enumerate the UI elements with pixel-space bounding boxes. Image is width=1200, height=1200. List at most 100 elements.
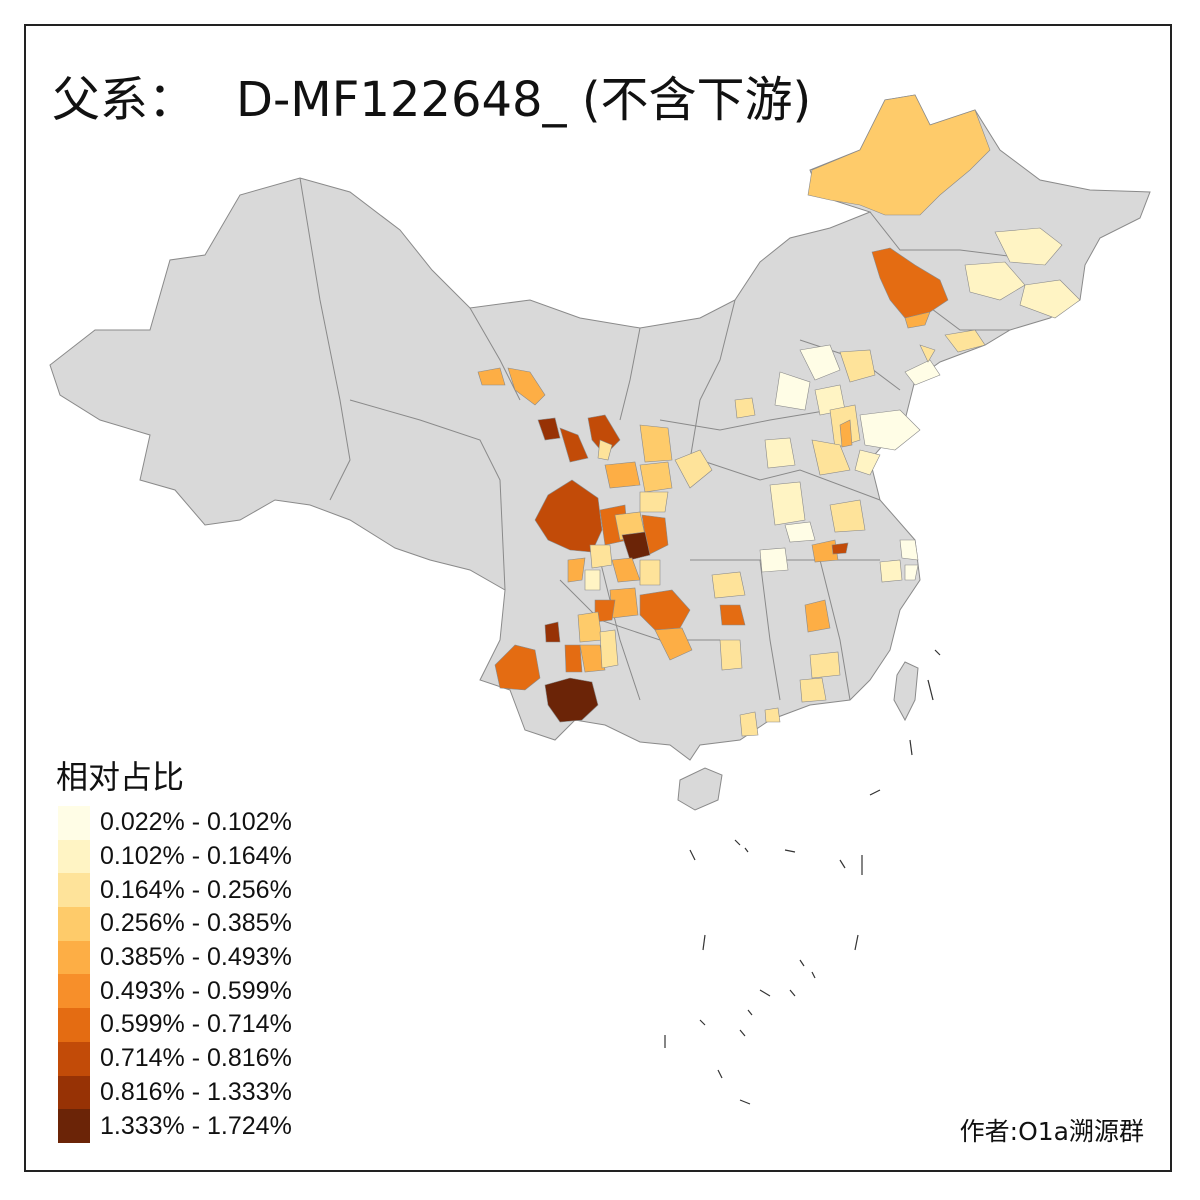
legend-label: 0.385% - 0.493% <box>100 943 292 972</box>
legend-label: 0.102% - 0.164% <box>100 842 292 871</box>
region-henan-c <box>784 521 816 543</box>
region-shanxi-a <box>734 397 756 419</box>
region-shaanxi-b <box>639 461 673 493</box>
legend-item: 0.102% - 0.164% <box>58 839 292 874</box>
region-yunnan-xishuangbanna <box>544 677 599 723</box>
legend: 0.022% - 0.102% 0.102% - 0.164% 0.164% - 0… <box>58 806 292 1143</box>
legend-label: 0.022% - 0.102% <box>100 808 292 837</box>
region-shandong-d <box>811 439 851 476</box>
legend-item: 1.333% - 1.724% <box>58 1109 292 1143</box>
region-sichuan-e <box>621 531 651 561</box>
region-liaoning-b <box>904 359 941 386</box>
map-title: 父系： D-MF122648_ (不含下游) <box>52 60 811 130</box>
legend-label: 1.333% - 1.724% <box>100 1111 292 1140</box>
legend-swatch <box>58 1075 90 1110</box>
region-hunan-b <box>719 639 743 671</box>
legend-label: 0.816% - 1.333% <box>100 1077 292 1106</box>
legend-item: 0.599% - 0.714% <box>58 1008 292 1042</box>
legend-label: 0.164% - 0.256% <box>100 875 292 904</box>
region-guangdong-a <box>764 707 781 723</box>
legend-label: 0.714% - 0.816% <box>100 1044 292 1073</box>
region-yunnan-e <box>599 629 619 669</box>
region-gansu-d <box>597 439 613 461</box>
region-guangdong-b <box>799 677 827 703</box>
author-credit: 作者:O1a溯源群 <box>959 1117 1144 1146</box>
region-hebei-a <box>799 344 841 381</box>
region-shandong-c <box>859 409 921 451</box>
legend-swatch <box>58 1109 90 1143</box>
region-sichuan-j <box>584 569 601 591</box>
region-anhui-a <box>829 499 866 533</box>
region-yunnan-b <box>577 611 603 643</box>
region-henan-b <box>769 481 806 526</box>
legend-label: 0.493% - 0.599% <box>100 976 292 1005</box>
hainan-island <box>677 767 723 811</box>
legend-title: 相对占比 <box>56 758 185 796</box>
region-liaoning-c <box>919 344 936 363</box>
region-sichuan-f <box>589 544 613 569</box>
region-chifeng-small <box>904 311 931 329</box>
region-anhui-b <box>811 539 839 563</box>
region-jiangxi-a <box>804 599 831 633</box>
region-ningxia-a <box>639 424 673 463</box>
region-shandong-e <box>854 449 881 476</box>
legend-swatch <box>58 806 90 840</box>
region-heilongjiang-a <box>994 227 1063 266</box>
legend-item: 0.816% - 1.333% <box>58 1075 292 1110</box>
region-sichuan-i <box>567 557 586 583</box>
region-guizhou-b <box>654 627 693 661</box>
region-jilin-b <box>1019 279 1081 319</box>
region-shaanxi-c <box>674 449 713 489</box>
region-yunnan-d <box>564 644 583 673</box>
legend-swatch <box>58 1008 90 1042</box>
legend-label: 0.256% - 0.385% <box>100 909 292 938</box>
region-chongqing-a <box>711 571 746 599</box>
legend-swatch <box>58 1041 90 1076</box>
province-borders <box>299 177 1041 701</box>
region-hebei-b <box>839 349 876 383</box>
region-sichuan-h <box>639 559 661 586</box>
legend-swatch <box>58 839 90 874</box>
region-qinghai-a <box>537 417 561 441</box>
legend-item: 0.164% - 0.256% <box>58 873 292 908</box>
region-gansu-b <box>507 367 546 406</box>
legend-swatch <box>58 940 90 975</box>
legend-item: 0.493% - 0.599% <box>58 974 292 1009</box>
region-gansu-a <box>477 367 506 386</box>
region-anhui-c <box>831 542 849 555</box>
legend-swatch <box>58 907 90 941</box>
title-prefix: 父系： <box>52 72 197 128</box>
region-guangxi-a <box>739 711 759 737</box>
prefecture-fills <box>477 94 1081 737</box>
south-china-sea-islands <box>664 649 941 1105</box>
region-hebei-c <box>774 371 811 411</box>
legend-label: 0.599% - 0.714% <box>100 1010 292 1039</box>
region-yunnan-a <box>544 621 561 643</box>
region-liaoning-a <box>944 329 986 353</box>
legend-item: 0.714% - 0.816% <box>58 1041 292 1076</box>
region-zhejiang-a <box>879 559 903 583</box>
region-yunnan-f <box>494 644 541 691</box>
region-jiangxi-b <box>809 651 841 679</box>
region-henan-a <box>764 437 796 469</box>
region-jiangsu-a <box>899 539 919 561</box>
legend-swatch <box>58 974 90 1009</box>
region-shandong-b <box>839 419 853 448</box>
legend-swatch <box>58 873 90 908</box>
region-tongliao <box>871 247 949 319</box>
region-jilin-a <box>964 261 1026 301</box>
title-haplogroup: D-MF122648_ (不含下游) <box>236 72 812 128</box>
legend-item: 0.256% - 0.385% <box>58 907 292 941</box>
legend-item: 0.385% - 0.493% <box>58 940 292 975</box>
region-yunnan-c <box>579 644 606 673</box>
region-hunan-a <box>719 604 746 626</box>
region-shaanxi-d <box>639 491 669 513</box>
region-hubei-a <box>759 547 789 573</box>
legend-item: 0.022% - 0.102% <box>58 806 292 840</box>
taiwan-island <box>893 661 919 722</box>
region-hulunbuir <box>807 94 991 216</box>
region-zhejiang-b <box>904 564 919 581</box>
region-shaanxi-a <box>604 461 641 489</box>
region-qinghai-b <box>559 427 589 463</box>
